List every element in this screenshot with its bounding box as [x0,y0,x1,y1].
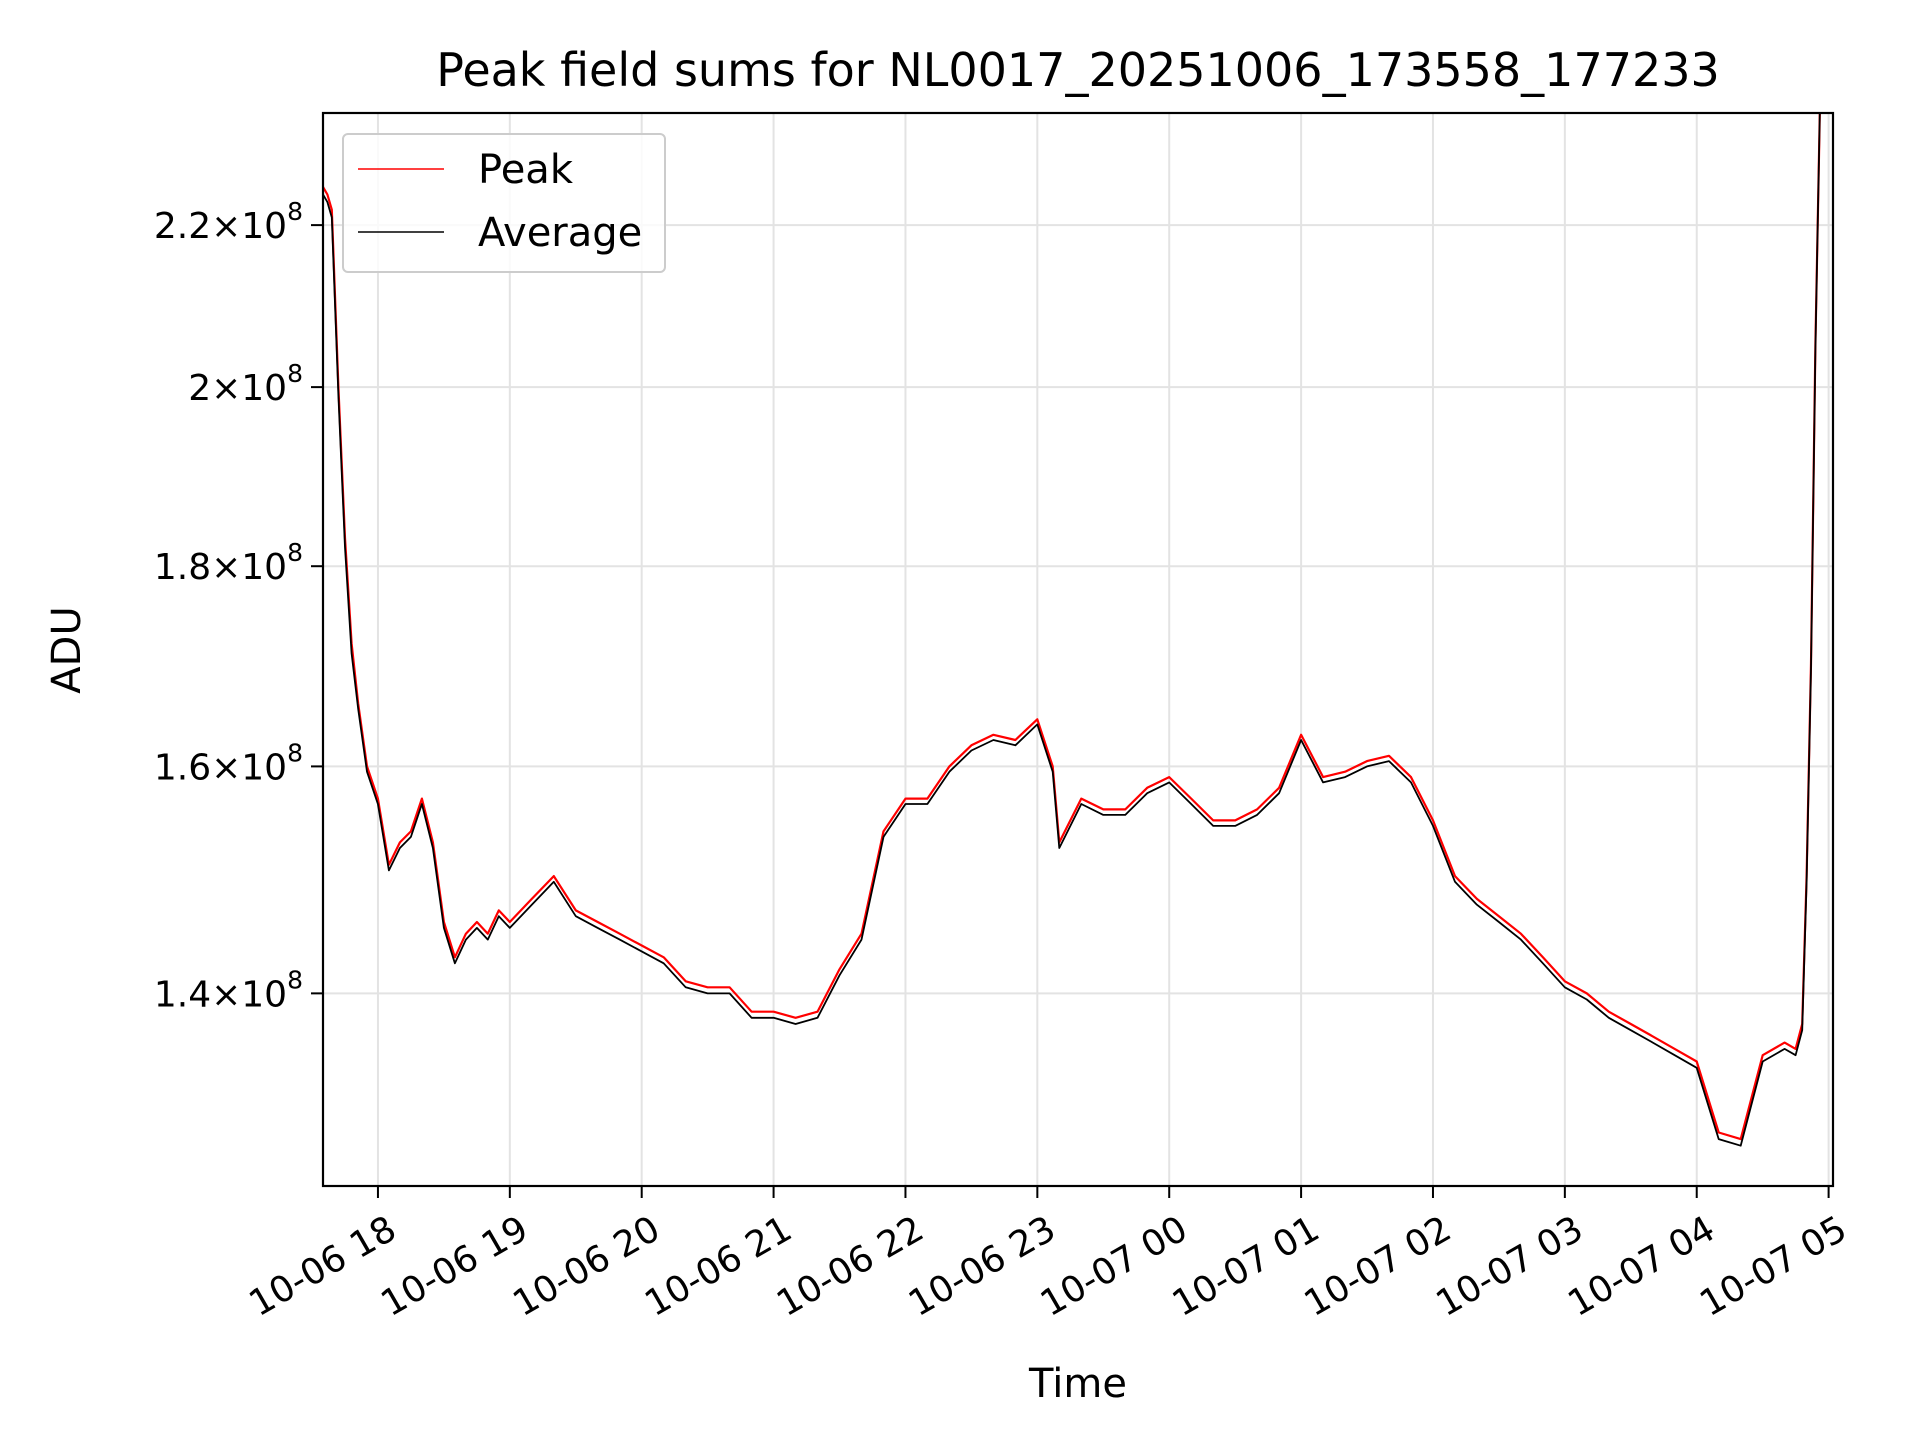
grid-lines [323,113,1833,1186]
y-tick-mantissa: 1.8×10 [154,547,287,588]
y-tick-exponent: 8 [287,538,303,567]
series-line-average [323,113,1821,1147]
legend-label-peak: Peak [478,147,574,193]
y-tick-label: 2.2×108 [154,197,303,247]
series-line-peak [323,113,1821,1141]
chart-title: Peak field sums for NL0017_20251006_1735… [436,43,1720,97]
y-tick-mantissa: 2×10 [188,368,287,409]
y-tick-label: 1.8×108 [154,538,303,588]
y-tick-exponent: 8 [287,197,303,226]
x-axis-label: Time [1028,1361,1127,1407]
legend: Peak Average [342,133,666,273]
y-tick-mantissa: 1.6×10 [154,747,287,788]
y-tick-label: 2×108 [188,359,303,409]
y-tick-exponent: 8 [287,965,303,994]
y-axis-label: ADU [44,606,90,693]
legend-label-average: Average [478,210,642,256]
data-series [323,113,1821,1147]
y-tick-label: 1.4×108 [154,965,303,1015]
y-tick-exponent: 8 [287,738,303,767]
y-tick-label: 1.6×108 [154,738,303,788]
y-tick-mantissa: 2.2×10 [154,206,287,247]
y-tick-exponent: 8 [287,359,303,388]
plot-frame [321,111,1835,1188]
y-tick-mantissa: 1.4×10 [154,974,287,1015]
